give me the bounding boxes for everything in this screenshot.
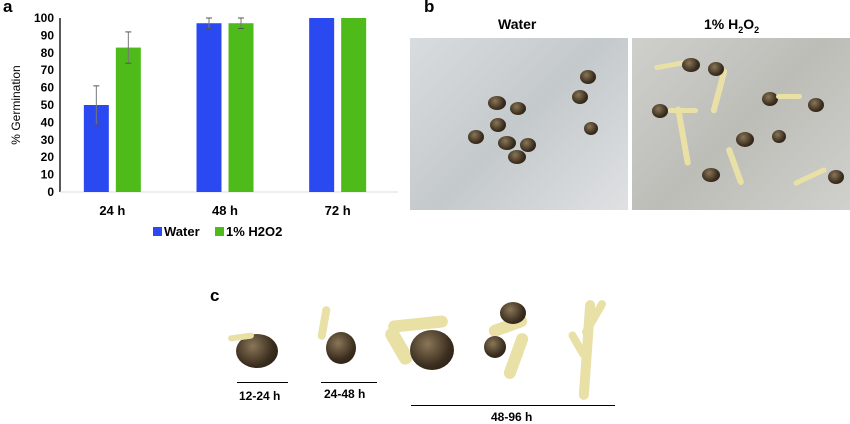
x-tick-label: 72 h bbox=[325, 203, 351, 218]
stage-label-24-48: 24-48 h bbox=[324, 387, 366, 401]
x-tick-label: 48 h bbox=[212, 203, 238, 218]
y-tick-label: 0 bbox=[47, 185, 54, 199]
panel-label-b: b bbox=[424, 0, 435, 16]
y-tick-label: 10 bbox=[41, 168, 55, 182]
x-tick-label: 24 h bbox=[99, 203, 125, 218]
stage-line-12-24 bbox=[237, 382, 288, 383]
panel-label-c: c bbox=[210, 286, 220, 305]
stage-label-48-96: 48-96 h bbox=[491, 410, 533, 424]
y-axis-title: % Germination bbox=[9, 65, 23, 144]
sub: 2 bbox=[738, 24, 744, 35]
bar-1-h2o2 bbox=[228, 23, 254, 192]
h2o2-photo-title: 1% H2O2 bbox=[704, 16, 759, 35]
sub: 2 bbox=[754, 24, 760, 35]
bar-water bbox=[196, 23, 222, 192]
legend-swatch bbox=[153, 227, 162, 236]
stage-label-12-24: 12-24 h bbox=[239, 389, 281, 403]
legend-label: 1% H2O2 bbox=[226, 224, 282, 239]
stage-line-48-96 bbox=[411, 405, 615, 406]
y-tick-label: 90 bbox=[41, 28, 55, 42]
y-tick-label: 20 bbox=[41, 150, 55, 164]
y-tick-label: 80 bbox=[41, 46, 55, 60]
y-tick-label: 50 bbox=[41, 98, 55, 112]
panel-label-a: a bbox=[3, 0, 13, 16]
y-tick-label: 40 bbox=[41, 115, 55, 129]
water-photo-title: Water bbox=[498, 16, 537, 32]
bar-1-h2o2 bbox=[341, 18, 367, 192]
legend-swatch bbox=[215, 227, 224, 236]
y-tick-label: 100 bbox=[34, 11, 54, 25]
bar-1-h2o2 bbox=[115, 47, 141, 192]
germination-bar-chart: 0 10 20 30 40 50 60 70 80 90 100 % Germination 24 h 4… bbox=[9, 11, 398, 239]
y-tick-label: 70 bbox=[41, 63, 55, 77]
h2o2-seeds-photo bbox=[632, 38, 850, 210]
water-seeds-photo bbox=[410, 38, 628, 210]
h2o2-title-mid: O bbox=[743, 16, 755, 32]
bar-water bbox=[309, 18, 335, 192]
h2o2-title-prefix: 1% H bbox=[704, 16, 739, 32]
legend-label: Water bbox=[164, 224, 200, 239]
y-tick-label: 30 bbox=[41, 133, 55, 147]
y-tick-label: 60 bbox=[41, 81, 55, 95]
stage-line-24-48 bbox=[321, 382, 377, 383]
